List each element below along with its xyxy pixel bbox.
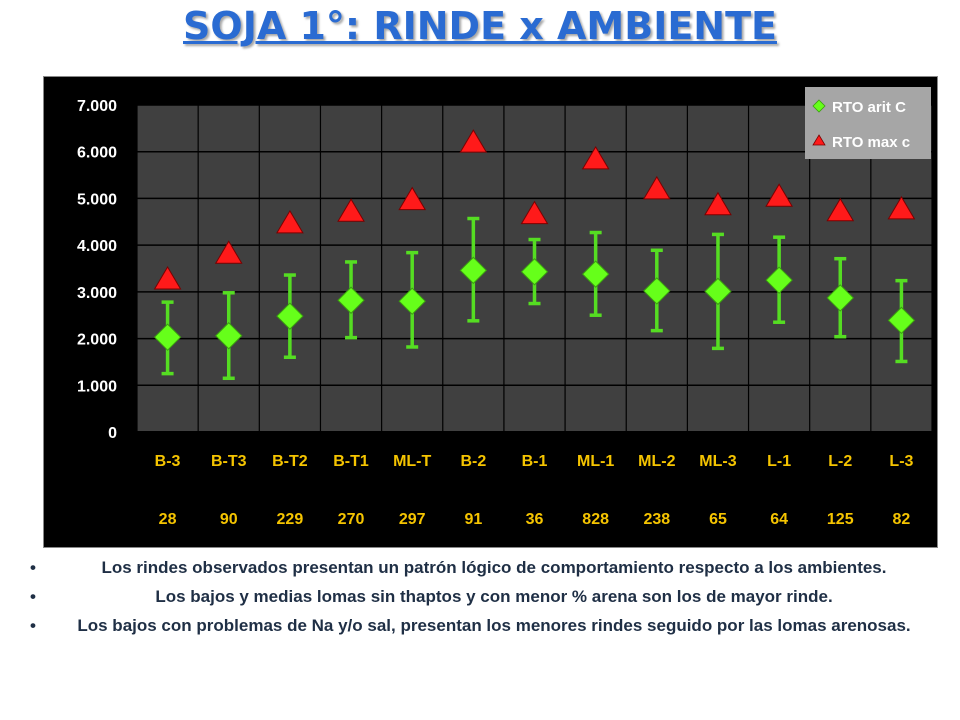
data-point-rto-max <box>153 265 182 290</box>
bullet-item: Los bajos con problemas de Na y/o sal, p… <box>30 614 930 637</box>
data-point-rto-max <box>704 191 732 216</box>
data-point-rto-arit <box>520 258 549 286</box>
legend-label-arit: RTO arit C <box>832 99 906 116</box>
legend-marker-max <box>812 134 826 146</box>
chart-svg: 0 1.000 2.000 3.000 4.000 5.000 6.000 7.000 B-3 2… <box>77 87 933 547</box>
data-point-rto-arit <box>887 306 916 335</box>
category-count-label: 82 <box>893 511 911 528</box>
category-count-label: 90 <box>220 511 238 528</box>
data-point-rto-arit <box>826 284 854 312</box>
category-count-label: 64 <box>770 511 788 528</box>
legend-box <box>805 87 931 159</box>
category-count-label: 229 <box>277 511 304 528</box>
data-point-rto-arit <box>704 277 732 306</box>
category-label: B-3 <box>155 453 181 470</box>
data-point-rto-max <box>826 197 855 222</box>
data-point-rto-max <box>581 145 610 170</box>
category-count-label: 238 <box>643 511 670 528</box>
category-label: B-2 <box>460 453 486 470</box>
legend-marker-arit <box>812 99 826 113</box>
slide-title: SOJA 1°: RINDE x AMBIENTE <box>183 4 777 48</box>
data-point-rto-max <box>520 200 549 225</box>
data-point-rto-arit <box>459 256 488 285</box>
legend-label-max: RTO max c <box>832 134 910 151</box>
bullet-item: Los bajos y medias lomas sin thaptos y c… <box>30 585 930 608</box>
category-count-label: 65 <box>709 511 727 528</box>
category-label: B-T1 <box>333 453 369 470</box>
data-point-rto-max <box>765 183 793 207</box>
bullet-item: Los rindes observados presentan un patró… <box>30 556 930 579</box>
bullet-list: Los rindes observados presentan un patró… <box>30 556 930 643</box>
category-count-label: 828 <box>582 511 609 528</box>
category-count-label: 270 <box>338 511 365 528</box>
category-count-label: 28 <box>159 511 177 528</box>
data-point-rto-arit <box>337 286 365 314</box>
data-point-rto-arit <box>581 260 610 288</box>
data-point-rto-max <box>642 175 671 200</box>
y-tick-label: 4.000 <box>77 238 117 255</box>
category-count-label: 91 <box>464 511 482 528</box>
category-label: ML-T <box>393 453 431 470</box>
category-label: L-2 <box>828 453 852 470</box>
category-count-label: 36 <box>526 511 544 528</box>
category-count-label: 297 <box>399 511 426 528</box>
category-label: ML-1 <box>577 453 614 470</box>
legend: RTO arit C RTO max c <box>805 87 931 159</box>
data-point-rto-arit <box>398 287 426 315</box>
y-tick-label: 2.000 <box>77 332 117 349</box>
y-tick-label: 7.000 <box>77 98 117 115</box>
data-point-rto-arit <box>153 323 182 351</box>
data-point-rto-arit <box>276 302 304 330</box>
data-point-rto-max <box>276 209 304 234</box>
category-label: ML-3 <box>699 453 736 470</box>
data-point-rto-max <box>398 186 427 211</box>
y-tick-label: 5.000 <box>77 191 117 208</box>
y-tick-label: 0 <box>108 425 117 442</box>
data-point-rto-max <box>214 240 243 264</box>
data-point-rto-arit <box>765 266 793 294</box>
category-label: B-T3 <box>211 453 247 470</box>
category-label: B-T2 <box>272 453 308 470</box>
data-point-rto-arit <box>215 322 243 350</box>
category-label: L-1 <box>767 453 791 470</box>
y-tick-label: 3.000 <box>77 285 117 302</box>
y-tick-label: 6.000 <box>77 145 117 162</box>
category-count-label: 125 <box>827 511 854 528</box>
category-label: L-3 <box>889 453 913 470</box>
category-label: B-1 <box>522 453 548 470</box>
data-point-rto-max <box>887 195 916 220</box>
data-point-rto-max <box>459 129 488 153</box>
data-point-rto-arit <box>643 277 671 305</box>
y-tick-label: 1.000 <box>77 378 117 395</box>
chart-frame: 0 1.000 2.000 3.000 4.000 5.000 6.000 7.000 B-3 2… <box>43 76 938 548</box>
category-label: ML-2 <box>638 453 675 470</box>
data-point-rto-max <box>337 198 365 222</box>
